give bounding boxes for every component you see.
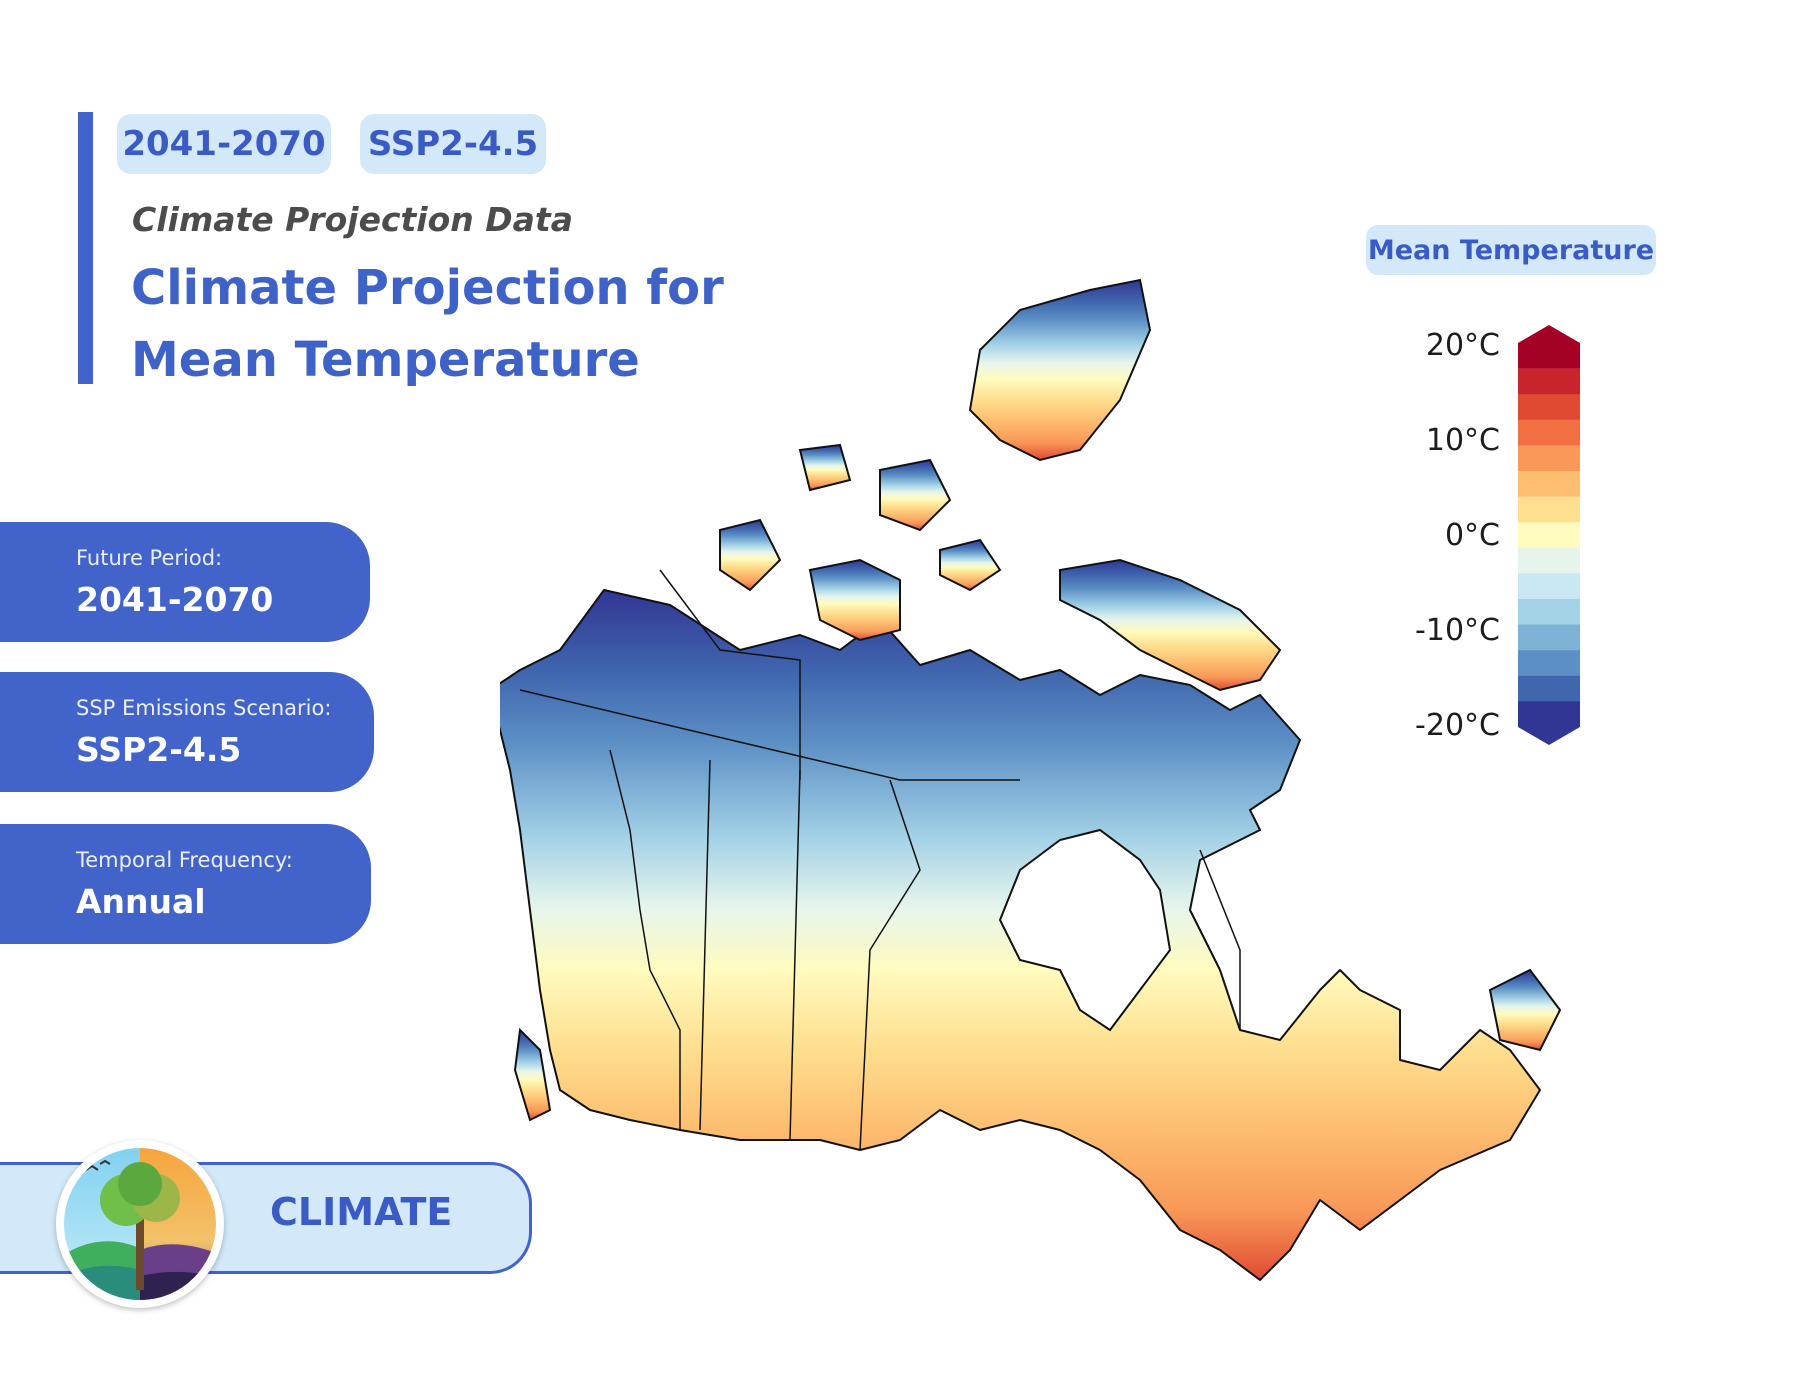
border-territories xyxy=(659,569,801,780)
temporal-frequency-label: Temporal Frequency: xyxy=(76,848,293,872)
legend-title: Mean Temperature xyxy=(1366,225,1656,275)
border-on-qc xyxy=(1199,849,1241,1030)
temperature-colorbar xyxy=(1518,325,1580,745)
future-period-label: Future Period: xyxy=(76,546,223,570)
banks-island xyxy=(719,518,782,592)
colorbar-segment xyxy=(1518,573,1580,600)
border-sk-mb xyxy=(789,769,801,1141)
future-period-card: Future Period: 2041-2070 xyxy=(0,522,370,642)
colorbar-tick-label: -20°C xyxy=(1415,708,1500,743)
colorbar-segment xyxy=(1518,368,1580,395)
temporal-frequency-value: Annual xyxy=(76,882,206,921)
canada-temperature-map xyxy=(500,278,1562,1281)
newfoundland xyxy=(1488,968,1562,1052)
subtitle: Climate Projection Data xyxy=(132,200,573,239)
colorbar-tick-label: 20°C xyxy=(1425,328,1500,363)
hudson-bay xyxy=(998,828,1172,1032)
arctic-islands-c xyxy=(939,538,1002,592)
colorbar-segment xyxy=(1518,701,1580,745)
colorbar-segment xyxy=(1518,394,1580,421)
border-bc-ab xyxy=(609,749,681,1130)
colorbar-segment xyxy=(1518,419,1580,446)
accent-bar xyxy=(78,112,93,384)
colorbar-tick-label: 10°C xyxy=(1425,423,1500,458)
colorbar-segment xyxy=(1518,445,1580,472)
emissions-scenario-label: SSP Emissions Scenario: xyxy=(76,696,332,720)
colorbar-segment xyxy=(1518,599,1580,626)
colorbar-tick-label: -10°C xyxy=(1415,613,1500,648)
emissions-scenario-card: SSP Emissions Scenario: SSP2-4.5 xyxy=(0,672,374,792)
arctic-islands-b xyxy=(798,443,852,492)
colorbar-segment xyxy=(1518,650,1580,677)
future-period-value: 2041-2070 xyxy=(76,580,274,619)
colorbar-segment xyxy=(1518,675,1580,702)
page-title: Climate Projection for Mean Temperature xyxy=(131,252,771,396)
vancouver-island xyxy=(513,1027,552,1122)
title-line-2: Mean Temperature xyxy=(131,332,640,388)
colorbar-segment xyxy=(1518,522,1580,549)
victoria-island xyxy=(808,558,901,642)
title-line-1: Climate Projection for xyxy=(131,260,724,316)
emissions-scenario-value: SSP2-4.5 xyxy=(76,730,242,769)
colorbar-segment xyxy=(1518,496,1580,523)
scenario-tag: SSP2-4.5 xyxy=(360,114,546,174)
temporal-frequency-card: Temporal Frequency: Annual xyxy=(0,824,371,944)
baffin-island xyxy=(1059,558,1282,692)
colorbar-segment xyxy=(1518,325,1580,369)
border-mb-on xyxy=(859,779,921,1151)
ellesmere-island xyxy=(968,278,1152,462)
colorbar-tick-label: 0°C xyxy=(1444,518,1500,553)
border-60n xyxy=(519,689,1020,781)
climate-theme-label: CLIMATE xyxy=(270,1190,453,1234)
border-ab-sk xyxy=(699,759,711,1131)
arctic-islands-a xyxy=(879,458,952,532)
colorbar-segment xyxy=(1518,471,1580,498)
climate-icon xyxy=(56,1140,224,1308)
colorbar-segment xyxy=(1518,547,1580,574)
period-tag: 2041-2070 xyxy=(117,114,331,174)
colorbar-segment xyxy=(1518,624,1580,651)
